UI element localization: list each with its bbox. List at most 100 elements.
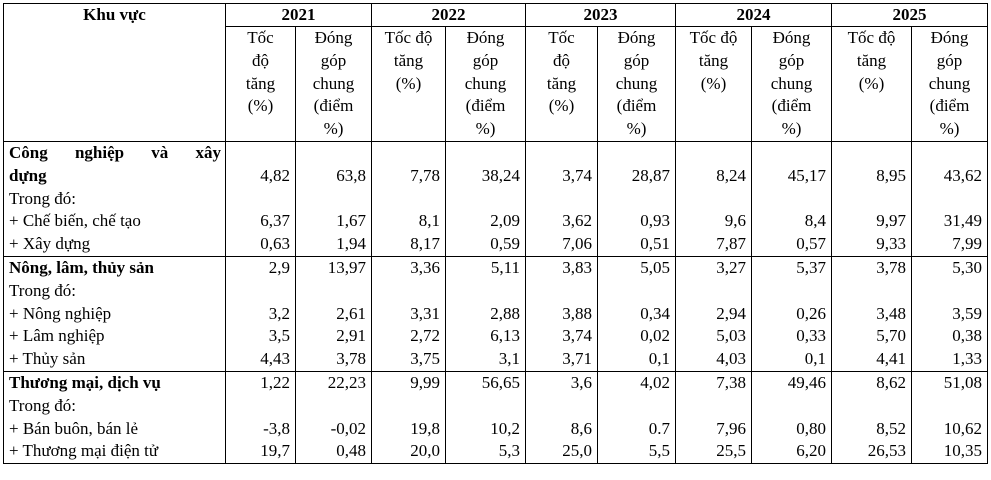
table-cell-value: 8,24 (675, 141, 752, 188)
contribution-subheader-word: chung (312, 73, 355, 93)
table-cell-value: -0,02 (295, 417, 372, 441)
table-cell-value: 6,37 (225, 210, 296, 234)
sub-sector-name: + Thương mại điện tử (3, 440, 226, 465)
rate-subheader-word: tăng (698, 50, 729, 70)
table-cell-value: 38,24 (445, 141, 526, 188)
region-column-header: Khu vực (3, 3, 226, 27)
table-cell-value: 0,48 (295, 440, 372, 465)
contribution-subheader: Đóng góp chung (điểm%) (751, 26, 832, 142)
table-cell-value: 2,9 (225, 255, 296, 280)
table-cell-value: 3,1 (445, 348, 526, 372)
table-cell-value: 0,02 (597, 325, 676, 349)
table-cell-value: 7,78 (371, 141, 446, 188)
rate-subheader-word: tăng (546, 73, 577, 93)
empty-cell (225, 394, 296, 418)
table-cell-value: 0,1 (751, 348, 832, 372)
sub-sector-row: + Nông nghiệp 3,2 2,61 3,31 2,88 3,88 0,34 2,94… (3, 302, 988, 326)
table-cell-value: 5,37 (751, 255, 832, 280)
rate-subheader-word: (%) (858, 73, 885, 93)
sector-name-text: Thương mại, dịch vụ (9, 372, 161, 392)
empty-cell (371, 187, 446, 211)
table-cell-value: 3,83 (525, 255, 598, 280)
sub-sector-name: + Xây dựng (3, 233, 226, 257)
table-cell-value: 5,30 (911, 255, 988, 280)
table-cell-value: 3,48 (831, 302, 912, 326)
year-header: 2024 (675, 3, 832, 27)
empty-cell (445, 279, 526, 303)
contribution-subheader-word: Đóng (314, 28, 353, 47)
table-cell-value: 10,2 (445, 417, 526, 441)
table-cell-value: 26,53 (831, 440, 912, 465)
empty-cell (911, 187, 988, 211)
table-cell-value: 28,87 (597, 141, 676, 188)
contribution-subheader-word: Đóng (466, 28, 505, 47)
contribution-subheader: Đóng góp chung (điểm%) (911, 26, 988, 142)
empty-cell (675, 394, 752, 418)
empty-cell (445, 187, 526, 211)
contribution-subheader-word: %) (626, 119, 647, 139)
sector-growth-table: Khu vực 2021 2022 2023 2024 2025 Tốc độ tă… (3, 3, 988, 465)
sector-name: Nông, lâm, thủy sản (3, 255, 226, 280)
contribution-subheader-word: chung (928, 73, 971, 93)
empty-cell (295, 394, 372, 418)
sub-heading-row: Trong đó: (3, 394, 988, 418)
table-cell-value: 0,34 (597, 302, 676, 326)
sub-heading-row: Trong đó: (3, 279, 988, 303)
table-cell-value: 1,67 (295, 210, 372, 234)
table-cell-value: 7,96 (675, 417, 752, 441)
rate-subheader: Tốc độ tăng (%) (371, 26, 446, 142)
table-cell-value: 8,62 (831, 370, 912, 395)
table-cell-value: 43,62 (911, 141, 988, 188)
rate-subheader: Tốc độ tăng (%) (525, 26, 598, 142)
empty-cell (751, 394, 832, 418)
empty-cell (831, 394, 912, 418)
sub-sector-row: + Lâm nghiệp 3,5 2,91 2,72 6,13 3,74 0,02 5,03 0… (3, 325, 988, 349)
table-cell-value: 9,97 (831, 210, 912, 234)
empty-cell (445, 394, 526, 418)
empty-cell (597, 279, 676, 303)
rate-subheader: Tốc độ tăng (%) (225, 26, 296, 142)
empty-cell (371, 279, 446, 303)
table-cell-value: 3,59 (911, 302, 988, 326)
table-cell-value: 5,05 (597, 255, 676, 280)
table-cell-value: 56,65 (445, 370, 526, 395)
contribution-subheader-word: góp (623, 50, 650, 70)
table-cell-value: 3,31 (371, 302, 446, 326)
table-cell-value: 0,93 (597, 210, 676, 234)
table-cell-value: 1,33 (911, 348, 988, 372)
table-cell-value: 9,99 (371, 370, 446, 395)
empty-cell (371, 394, 446, 418)
year-header: 2021 (225, 3, 372, 27)
sub-sector-name: + Chế biến, chế tạo (3, 210, 226, 234)
table-cell-value: 7,99 (911, 233, 988, 257)
sub-sector-row: + Chế biến, chế tạo 6,37 1,67 8,1 2,09 3,62 0,… (3, 210, 988, 234)
table-cell-value: 0,51 (597, 233, 676, 257)
table-cell-value: 4,43 (225, 348, 296, 372)
sector-name: Thương mại, dịch vụ (3, 370, 226, 395)
table-cell-value: 0,57 (751, 233, 832, 257)
sector-name-text: Nông, lâm, thủy sản (9, 257, 155, 277)
rate-subheader-word: tăng (393, 50, 424, 70)
rate-subheader-word: Tốc độ (384, 28, 433, 47)
table-cell-value: 0,38 (911, 325, 988, 349)
contribution-subheader-word: Đóng (617, 28, 656, 47)
contribution-subheader-word: Đóng (930, 28, 969, 47)
table-cell-value: 4,03 (675, 348, 752, 372)
empty-cell (597, 394, 676, 418)
table-cell-value: 25,5 (675, 440, 752, 465)
sub-sector-row: + Thương mại điện tử 19,7 0,48 20,0 5,3 25,0 5… (3, 440, 988, 465)
contribution-subheader-word: %) (323, 119, 344, 139)
table-cell-value: 3,62 (525, 210, 598, 234)
contribution-subheader-word: góp (320, 50, 347, 70)
rate-subheader: Tốc độ tăng (%) (675, 26, 752, 142)
empty-cell (751, 187, 832, 211)
contribution-subheader-word: góp (778, 50, 805, 70)
contribution-subheader: Đóng góp chung (điểm%) (445, 26, 526, 142)
rate-subheader-word: (%) (700, 73, 727, 93)
year-header: 2023 (525, 3, 676, 27)
table-cell-value: 4,41 (831, 348, 912, 372)
sector-row: Thương mại, dịch vụ 1,22 22,23 9,99 56,65 3,6… (3, 370, 988, 395)
empty-cell (831, 187, 912, 211)
empty-cell (675, 187, 752, 211)
table-cell-value: 1,94 (295, 233, 372, 257)
